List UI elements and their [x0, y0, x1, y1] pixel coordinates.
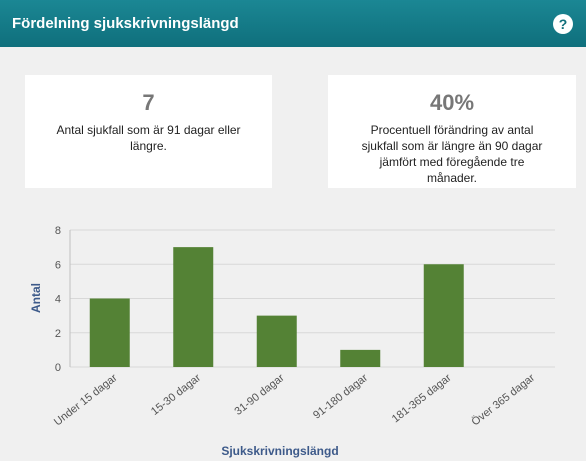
x-tick-label: 15-30 dagar: [149, 372, 203, 418]
x-tick-label: 181-365 dagar: [390, 372, 454, 426]
y-tick-label: 0: [55, 362, 61, 374]
header: Fördelning sjukskrivningslängd ?: [0, 0, 586, 47]
y-tick-label: 6: [55, 259, 61, 271]
stat-card: 7 Antal sjukfall som är 91 dagar eller l…: [25, 75, 272, 188]
x-axis-label: Sjukskrivningslängd: [221, 444, 338, 458]
bar: [256, 315, 297, 367]
y-tick-label: 4: [55, 294, 61, 306]
stat-value: 40%: [429, 90, 475, 115]
y-tick-label: 8: [55, 225, 61, 237]
bar: [89, 298, 130, 367]
x-tick-label: 91-180 dagar: [311, 372, 370, 422]
stat-text: Procentuell förändring av antal sjukfall…: [361, 123, 543, 185]
y-axis-label: Antal: [29, 283, 43, 313]
bar: [173, 247, 214, 367]
help-button[interactable]: ?: [553, 14, 573, 34]
x-tick-label: Över 365 dagar: [469, 372, 537, 429]
header-title: Fördelning sjukskrivningslängd: [12, 15, 239, 32]
x-tick-label: Under 15 dagar: [52, 372, 120, 429]
stat-value: 7: [142, 90, 155, 115]
bar: [340, 349, 381, 367]
bar: [423, 264, 464, 367]
x-tick-label: 31-90 dagar: [232, 372, 286, 418]
stat-card: 40% Procentuell förändring av antal sjuk…: [328, 75, 576, 188]
y-tick-label: 2: [55, 328, 61, 340]
stat-text: Antal sjukfall som är 91 dagar eller län…: [56, 123, 241, 153]
